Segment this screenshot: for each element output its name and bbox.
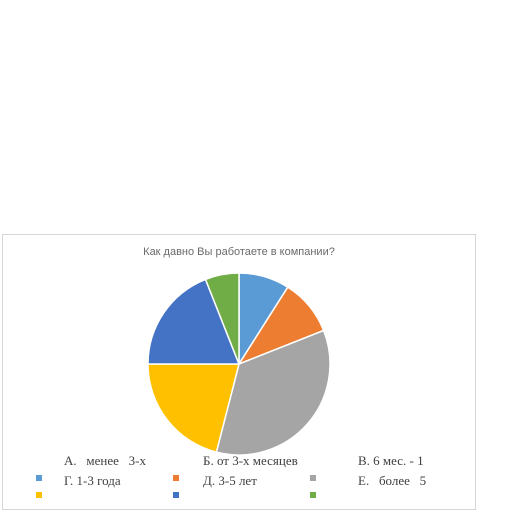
legend-label-c: В. 6 мес. - 1 [358,453,424,468]
legend-label-b: Б. от 3-х месяцев [203,453,298,468]
legend-marker-f [310,492,316,498]
legend-marker-e [173,492,179,498]
chart-title: Как давно Вы работаете в компании? [143,246,335,258]
legend-marker-a [36,475,42,481]
pie-slice-f [204,272,240,365]
legend-marker-d [36,492,42,498]
legend-label-f: Е. более 5 [358,473,427,488]
pie-slice-c [215,329,331,456]
legend-label-a: А. менее 3-х [64,453,146,468]
pie-slice-d [147,363,240,454]
legend-label-e: Д. 3-5 лет [203,473,257,488]
legend-marker-b [173,475,179,481]
legend-marker-c [310,475,316,481]
legend-label-d: Г. 1-3 года [64,473,121,488]
pie-slice-e [147,278,241,365]
